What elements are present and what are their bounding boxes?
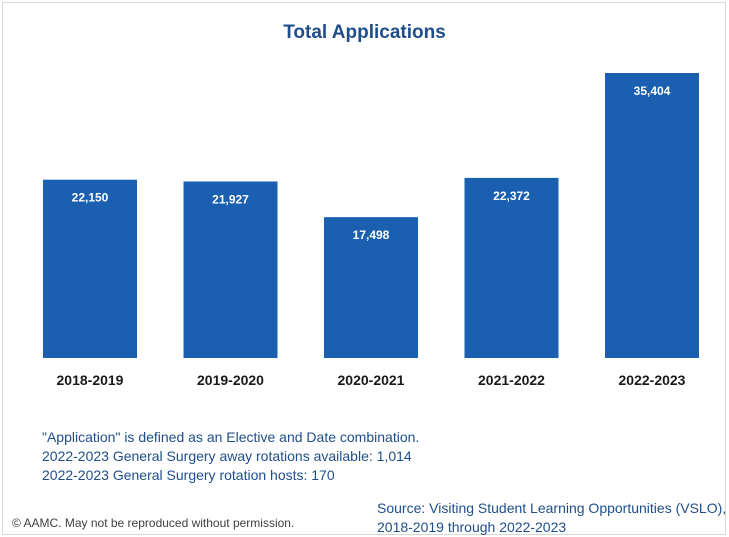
category-label: 2020-2021 [338,372,405,388]
category-label: 2021-2022 [478,372,545,388]
bar-2021-2022 [464,177,559,358]
bar-chart: 22,150 2018-2019 21,927 2019-2020 17,498 2020… [43,73,699,388]
copyright-notice: © AAMC. May not be reproduced without pe… [12,516,295,530]
source-line: Source: Visiting Student Learning Opport… [377,500,727,516]
source-line: 2018-2019 through 2022-2023 [377,519,567,535]
bar-value-label: 21,927 [212,192,249,206]
notes-block: "Application" is defined as an Elective … [42,428,419,485]
note-line: 2022-2023 General Surgery away rotations… [42,448,412,464]
bar-value-label: 22,372 [493,189,530,203]
category-label: 2019-2020 [197,372,264,388]
source-block: Source: Visiting Student Learning Opport… [377,499,726,537]
category-label: 2018-2019 [57,372,124,388]
bar-2019-2020 [183,181,278,358]
bar-value-label: 22,150 [72,191,109,205]
bar-2020-2021 [324,217,418,358]
chart-title: Total Applications [283,22,446,43]
note-line: "Application" is defined as an Elective … [42,429,420,445]
bar-value-label: 17,498 [353,228,390,242]
category-label: 2022-2023 [619,372,686,388]
note-line: 2022-2023 General Surgery rotation hosts… [42,467,335,483]
bar-2022-2023 [605,73,699,358]
bar-value-label: 35,404 [634,84,671,98]
bar-2018-2019 [43,179,137,358]
